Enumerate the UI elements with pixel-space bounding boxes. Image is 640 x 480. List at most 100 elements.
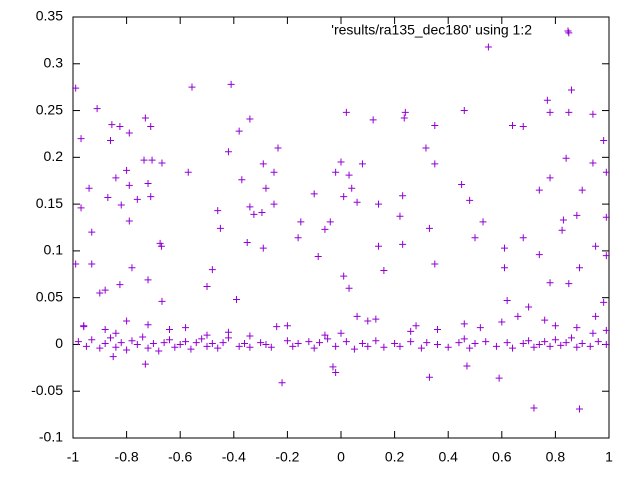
point xyxy=(407,327,415,335)
point xyxy=(219,339,227,347)
point xyxy=(101,340,109,348)
point xyxy=(283,337,291,345)
point xyxy=(466,344,474,352)
point xyxy=(350,345,358,353)
legend-marker xyxy=(564,27,572,35)
point xyxy=(165,325,173,333)
point xyxy=(235,127,243,135)
point xyxy=(125,181,133,189)
point xyxy=(551,322,559,330)
point xyxy=(514,312,522,320)
point xyxy=(77,135,85,143)
point xyxy=(562,339,570,347)
point xyxy=(314,253,322,261)
point xyxy=(500,244,508,252)
point xyxy=(246,203,254,211)
point xyxy=(332,369,340,377)
point xyxy=(246,115,254,123)
point xyxy=(112,343,120,351)
point xyxy=(551,336,559,344)
point xyxy=(482,338,490,346)
point xyxy=(530,343,538,351)
point xyxy=(573,343,581,351)
point xyxy=(337,158,345,166)
y-tick-label: 0.05 xyxy=(36,288,63,304)
point xyxy=(576,405,584,413)
point xyxy=(149,340,157,348)
point xyxy=(433,325,441,333)
point xyxy=(310,190,318,198)
point xyxy=(471,234,479,242)
point xyxy=(316,339,324,347)
point xyxy=(112,174,120,182)
point xyxy=(535,251,543,259)
point xyxy=(364,342,372,350)
point xyxy=(283,322,291,330)
point xyxy=(342,338,350,346)
point xyxy=(433,340,441,348)
point xyxy=(412,322,420,330)
point xyxy=(182,338,190,346)
point xyxy=(294,340,302,348)
point xyxy=(294,234,302,242)
point xyxy=(147,193,155,201)
point xyxy=(257,339,265,347)
point xyxy=(101,286,109,294)
point xyxy=(262,340,270,348)
point xyxy=(93,105,101,113)
point xyxy=(589,159,597,167)
point xyxy=(519,122,527,130)
point xyxy=(578,186,586,194)
point xyxy=(72,84,80,92)
point xyxy=(353,198,361,206)
point xyxy=(578,340,586,348)
point xyxy=(340,193,348,201)
point xyxy=(503,296,511,304)
point xyxy=(88,336,96,344)
point xyxy=(107,334,115,342)
point xyxy=(216,224,224,232)
point xyxy=(144,180,152,188)
point xyxy=(567,334,575,342)
x-tick-label: 0.6 xyxy=(492,449,512,465)
point xyxy=(101,325,109,333)
point xyxy=(602,213,610,221)
point xyxy=(82,342,90,350)
point xyxy=(88,260,96,268)
point xyxy=(109,353,117,361)
point xyxy=(460,107,468,115)
point xyxy=(133,340,141,348)
point xyxy=(466,196,474,204)
point xyxy=(147,122,155,130)
point xyxy=(116,281,124,289)
point xyxy=(431,260,439,268)
point xyxy=(123,317,131,325)
point xyxy=(117,339,125,347)
point xyxy=(562,154,570,162)
point xyxy=(358,340,366,348)
point xyxy=(458,180,466,188)
point xyxy=(128,264,136,272)
point xyxy=(484,43,492,51)
point xyxy=(104,194,112,202)
y-tick-label: 0.3 xyxy=(44,54,64,70)
point xyxy=(141,114,149,122)
point xyxy=(340,272,348,280)
point xyxy=(246,332,254,340)
point xyxy=(463,362,471,370)
point xyxy=(369,116,377,124)
point xyxy=(321,225,329,233)
point xyxy=(460,320,468,328)
point xyxy=(372,315,380,323)
point xyxy=(214,344,222,352)
point xyxy=(337,329,345,337)
point xyxy=(399,192,407,200)
point xyxy=(358,160,366,168)
point xyxy=(594,338,602,346)
point xyxy=(160,339,168,347)
point xyxy=(117,201,125,209)
point xyxy=(187,345,195,353)
point xyxy=(589,110,597,118)
point xyxy=(125,129,133,137)
